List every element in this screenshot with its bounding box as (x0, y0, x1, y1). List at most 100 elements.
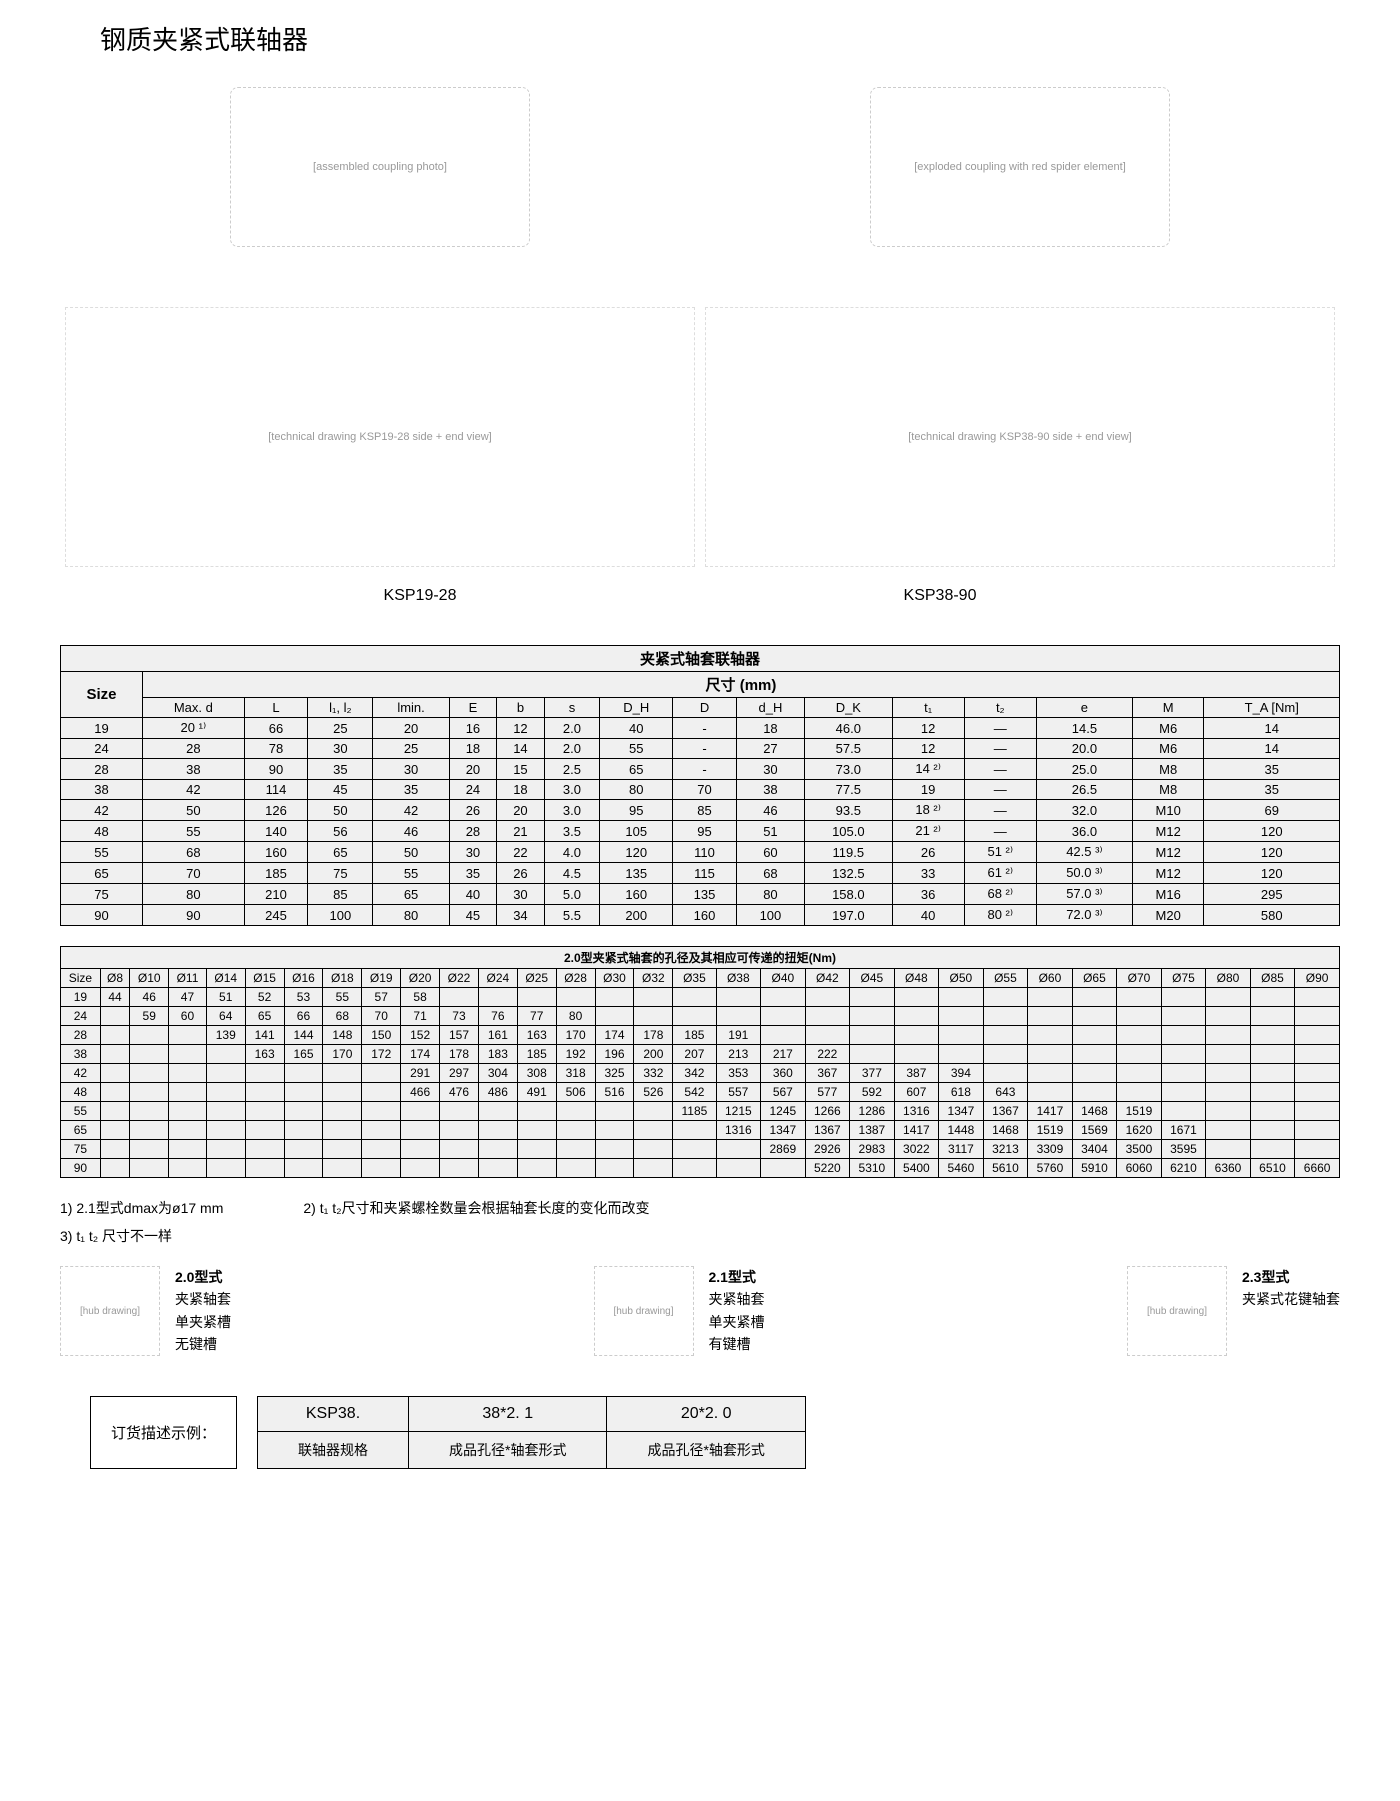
order-table: KSP38.38*2. 120*2. 0联轴器规格成品孔径*轴套形式成品孔径*轴… (257, 1396, 806, 1469)
cell (478, 1159, 517, 1178)
cell: 35 (308, 759, 373, 780)
cell: 6360 (1206, 1159, 1251, 1178)
cell (517, 1159, 556, 1178)
cell: 66 (244, 718, 308, 739)
cell (1028, 1007, 1073, 1026)
cell (1117, 1064, 1162, 1083)
cell (130, 1064, 169, 1083)
cell: 3022 (894, 1140, 939, 1159)
cell: 77.5 (805, 780, 893, 800)
col-header: Ø70 (1117, 969, 1162, 988)
table-row: 242878302518142.055-2757.512—20.0M614 (61, 739, 1340, 759)
cell (1206, 1045, 1251, 1064)
col-header: Ø8 (100, 969, 130, 988)
cell (1072, 1045, 1117, 1064)
cell: 516 (595, 1083, 634, 1102)
cell: M6 (1132, 739, 1203, 759)
cell: 55 (142, 821, 244, 842)
cell: 95 (673, 821, 737, 842)
product-image-left: [assembled coupling photo] (230, 87, 530, 247)
table-row: 4250126504226203.095854693.518 ²⁾—32.0M1… (61, 800, 1340, 821)
cell (850, 1007, 895, 1026)
cell: 1468 (1072, 1102, 1117, 1121)
table-row: 4846647648649150651652654255756757759260… (61, 1083, 1340, 1102)
cell (595, 988, 634, 1007)
cell: 12 (892, 739, 964, 759)
cell: M20 (1132, 905, 1203, 926)
cell (100, 1121, 130, 1140)
cell: 65 (61, 1121, 101, 1140)
cell: 65 (373, 884, 449, 905)
cell: 161 (478, 1026, 517, 1045)
cell: 30 (449, 842, 497, 863)
cell: 105.0 (805, 821, 893, 842)
cell: 6510 (1250, 1159, 1295, 1178)
cell: 35 (1204, 780, 1340, 800)
cell: 78 (244, 739, 308, 759)
cell: 40 (892, 905, 964, 926)
drawing-labels: KSP19-28 KSP38-90 (60, 587, 1340, 605)
cell: 377 (850, 1064, 895, 1083)
cell (1250, 988, 1295, 1007)
cell: M12 (1132, 863, 1203, 884)
cell: — (964, 718, 1036, 739)
cell: — (964, 800, 1036, 821)
cell: 77 (517, 1007, 556, 1026)
type-item: [hub drawing]2.0型式夹紧轴套单夹紧槽无键槽 (60, 1266, 231, 1356)
cell: 80 ²⁾ (964, 905, 1036, 926)
cell (939, 988, 984, 1007)
cell: 90 (61, 1159, 101, 1178)
table-row: 2813914114414815015215716116317017417818… (61, 1026, 1340, 1045)
cell (245, 1140, 284, 1159)
cell (1295, 1007, 1340, 1026)
col-header: Ø24 (478, 969, 517, 988)
cell: 1417 (1028, 1102, 1073, 1121)
col-header: Ø32 (634, 969, 673, 988)
cell: 55 (61, 842, 143, 863)
cell: 5.5 (544, 905, 600, 926)
cell (362, 1140, 401, 1159)
cell: 1387 (850, 1121, 895, 1140)
cell (673, 1121, 716, 1140)
cell: 38 (61, 1045, 101, 1064)
cell (850, 1045, 895, 1064)
cell: 1448 (939, 1121, 984, 1140)
cell: 105 (600, 821, 673, 842)
cell: 132.5 (805, 863, 893, 884)
cell: 16 (449, 718, 497, 739)
cell: 14 (1204, 739, 1340, 759)
cell: 332 (634, 1064, 673, 1083)
cell: 141 (245, 1026, 284, 1045)
cell: 69 (1204, 800, 1340, 821)
cell (440, 1159, 479, 1178)
cell: 40 (449, 884, 497, 905)
cell (100, 1007, 130, 1026)
cell: 3117 (939, 1140, 984, 1159)
table-row: 7580210856540305.016013580158.03668 ²⁾57… (61, 884, 1340, 905)
cell (169, 1026, 207, 1045)
cell: 207 (673, 1045, 716, 1064)
col-header: Ø40 (761, 969, 806, 988)
cell: 297 (440, 1064, 479, 1083)
cell: 387 (894, 1064, 939, 1083)
type-name: 2.1型式 (709, 1266, 765, 1288)
cell: 90 (61, 905, 143, 926)
technical-drawings: [technical drawing KSP19-28 side + end v… (60, 307, 1340, 567)
cell (1117, 1007, 1162, 1026)
cell (1028, 1026, 1073, 1045)
cell: 157 (440, 1026, 479, 1045)
cell: 174 (401, 1045, 440, 1064)
cell: 1245 (761, 1102, 806, 1121)
cell (673, 1159, 716, 1178)
cell (716, 1007, 761, 1026)
order-cell: 成品孔径*轴套形式 (409, 1432, 607, 1469)
cell (1161, 1083, 1206, 1102)
col-header: Ø22 (440, 969, 479, 988)
cell (517, 1102, 556, 1121)
type-line: 夹紧式花键轴套 (1242, 1288, 1340, 1310)
col-header: Ø20 (401, 969, 440, 988)
cell: 217 (761, 1045, 806, 1064)
cell (130, 1083, 169, 1102)
cell (634, 988, 673, 1007)
cell: 245 (244, 905, 308, 926)
